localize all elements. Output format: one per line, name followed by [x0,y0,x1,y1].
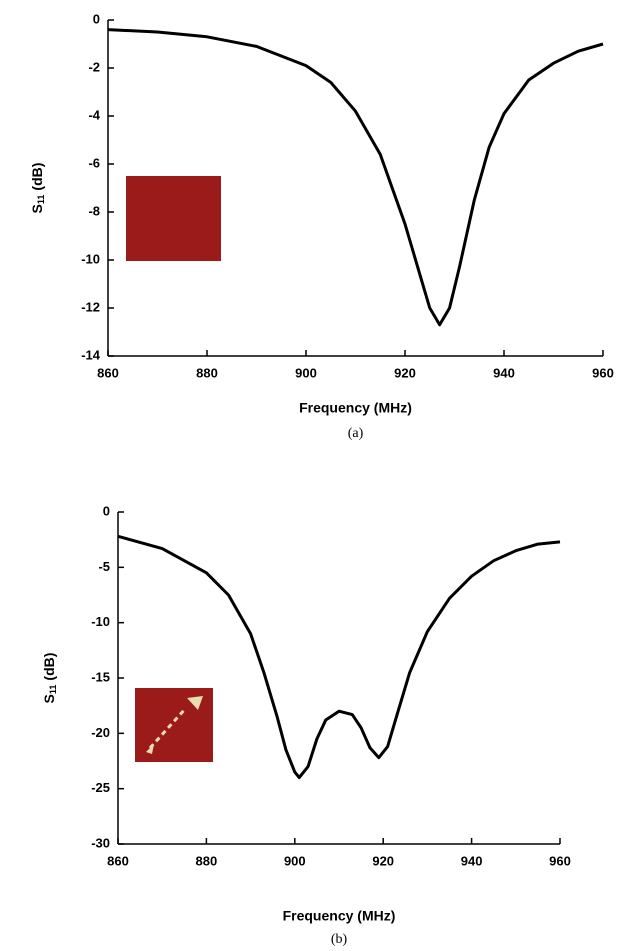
x-tick-label: 880 [196,365,218,380]
y-tick-label: -30 [91,835,110,850]
inset-photo [126,176,221,261]
y-tick-label: -4 [88,107,100,122]
y-label-sub: 11 [48,685,58,695]
y-tick-label: -10 [81,251,100,266]
caption: (a) [348,426,364,441]
y-tick-label: 0 [93,11,100,26]
y-tick-label: -20 [91,725,110,740]
x-tick-label: 860 [107,853,129,868]
x-tick-label: 860 [97,365,119,380]
x-axis-label: Frequency (MHz) [299,400,412,416]
y-tick-label: 0 [103,503,110,518]
y-axis-label: S11 (dB) [29,163,47,214]
y-tick-label: -5 [98,559,110,574]
caption: (b) [331,932,348,947]
y-label-sub: 11 [36,195,46,205]
y-tick-label: -10 [91,614,110,629]
x-tick-label: 960 [592,365,614,380]
x-tick-label: 940 [461,853,483,868]
x-tick-label: 900 [295,365,317,380]
y-label-base: S [29,204,45,213]
y-tick-label: -14 [81,347,101,362]
y-tick-label: -12 [81,299,100,314]
x-tick-label: 940 [493,365,515,380]
y-label-unit: (dB) [41,653,57,681]
x-tick-label: 960 [549,853,571,868]
y-label-base: S [41,694,57,703]
y-axis-label: S11 (dB) [41,653,59,704]
y-label-unit: (dB) [29,163,45,191]
chart: -14 -12 -10 -8 -6 -4 -2 0 860 880 900 920 940 960 Freq… [29,11,614,441]
inset-photo [135,688,213,762]
y-tick-label: -8 [88,203,100,218]
x-tick-label: 880 [196,853,218,868]
x-tick-label: 900 [284,853,306,868]
y-tick-label: -2 [88,59,100,74]
y-tick-label: -6 [88,155,100,170]
y-tick-label: -15 [91,669,110,684]
x-tick-label: 920 [394,365,416,380]
chart: -30 -25 -20 -15 -10 -5 0 860 880 900 920 940 960 Freq… [41,503,571,947]
x-tick-label: 920 [372,853,394,868]
y-tick-label: -25 [91,780,110,795]
x-axis-label: Frequency (MHz) [283,908,396,924]
data-line [117,534,561,780]
data-line [107,28,604,327]
